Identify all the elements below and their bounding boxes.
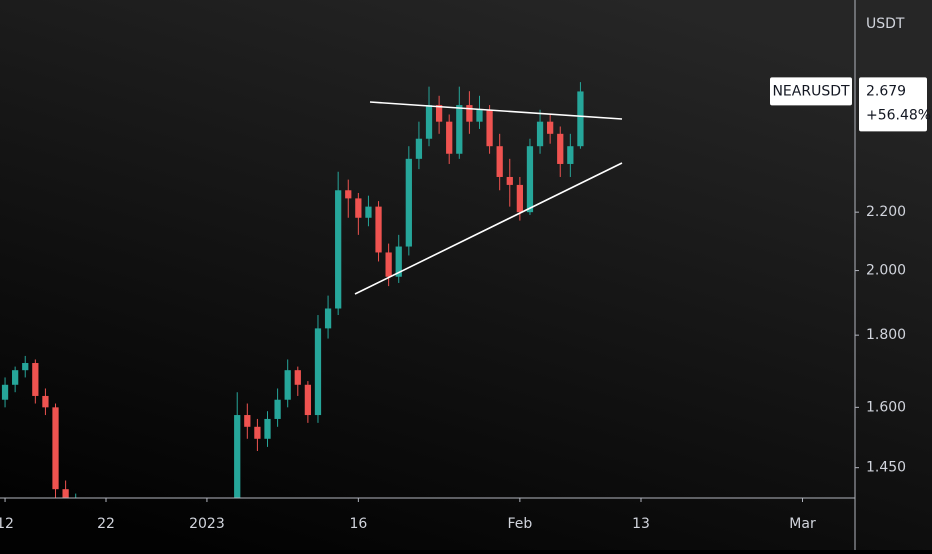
candle-body <box>516 184 523 213</box>
candle-body <box>284 370 291 400</box>
y-tick-label: 2.000 <box>866 263 906 279</box>
candle-body <box>395 246 402 277</box>
candle-body <box>244 415 251 427</box>
plot-area <box>1 82 584 498</box>
candle-body <box>254 426 261 439</box>
candle-body <box>567 146 574 164</box>
candle-body <box>335 190 342 309</box>
x-tick-label: 13 <box>632 516 650 532</box>
x-tick-label: Feb <box>507 516 532 532</box>
candle-body <box>526 146 534 213</box>
candle-body <box>405 158 412 247</box>
symbol-box <box>770 77 852 106</box>
candle-body <box>415 138 423 159</box>
last-price: 2.679 <box>866 83 906 99</box>
candle-body <box>314 328 322 416</box>
candle-body <box>234 415 241 498</box>
symbol-label: NEARUSDT <box>772 83 850 99</box>
resistance-line <box>369 101 623 120</box>
candle-body <box>456 105 463 154</box>
currency-label: USDT <box>866 16 905 32</box>
candle-body <box>1 384 9 400</box>
y-tick-label: 2.200 <box>866 204 906 220</box>
candle-body <box>324 308 332 329</box>
candle-body <box>496 146 503 177</box>
candle-body <box>435 105 443 122</box>
x-tick-label: 22 <box>97 516 115 532</box>
candle-body <box>577 91 584 147</box>
candle-body <box>536 121 544 147</box>
candle-body <box>345 190 352 199</box>
price-labels: NEARUSDT 2.679 +56.48% <box>770 77 931 132</box>
candle-body <box>274 399 281 419</box>
candle-body <box>557 133 564 164</box>
candle-body <box>446 121 453 154</box>
candle-body <box>264 418 271 439</box>
candle-body <box>62 489 69 498</box>
x-tick-label: 2023 <box>189 516 225 532</box>
candle-body <box>375 206 382 253</box>
candle-body <box>22 363 29 371</box>
candle-body <box>466 105 473 122</box>
candle-body <box>12 370 19 385</box>
price-box <box>859 77 927 132</box>
candle-body <box>547 121 554 134</box>
y-tick-label: 1.600 <box>866 399 906 415</box>
candle-body <box>42 395 49 408</box>
candle-body <box>32 363 39 396</box>
change-label: +56.48% <box>866 107 931 123</box>
candle-body <box>486 109 493 147</box>
candle-body <box>425 105 433 139</box>
x-tick-label: 16 <box>349 516 367 532</box>
candle-body <box>385 252 392 277</box>
candle-body <box>365 206 372 218</box>
candle-body <box>506 176 513 185</box>
x-tick-label: Mar <box>789 516 816 532</box>
support-line <box>354 162 623 295</box>
candle-body <box>355 198 362 218</box>
candle-body <box>476 109 483 122</box>
candle-body <box>294 370 301 385</box>
candle-body <box>52 407 59 490</box>
y-tick-label: 1.800 <box>866 327 906 343</box>
y-tick-label: 1.450 <box>866 460 906 476</box>
candle-body <box>304 384 312 416</box>
x-tick-label: 12 <box>0 516 14 532</box>
axes: 1.450 1.600 1.800 2.000 2.200 12 22 2023 16 Feb 13… <box>0 204 906 532</box>
